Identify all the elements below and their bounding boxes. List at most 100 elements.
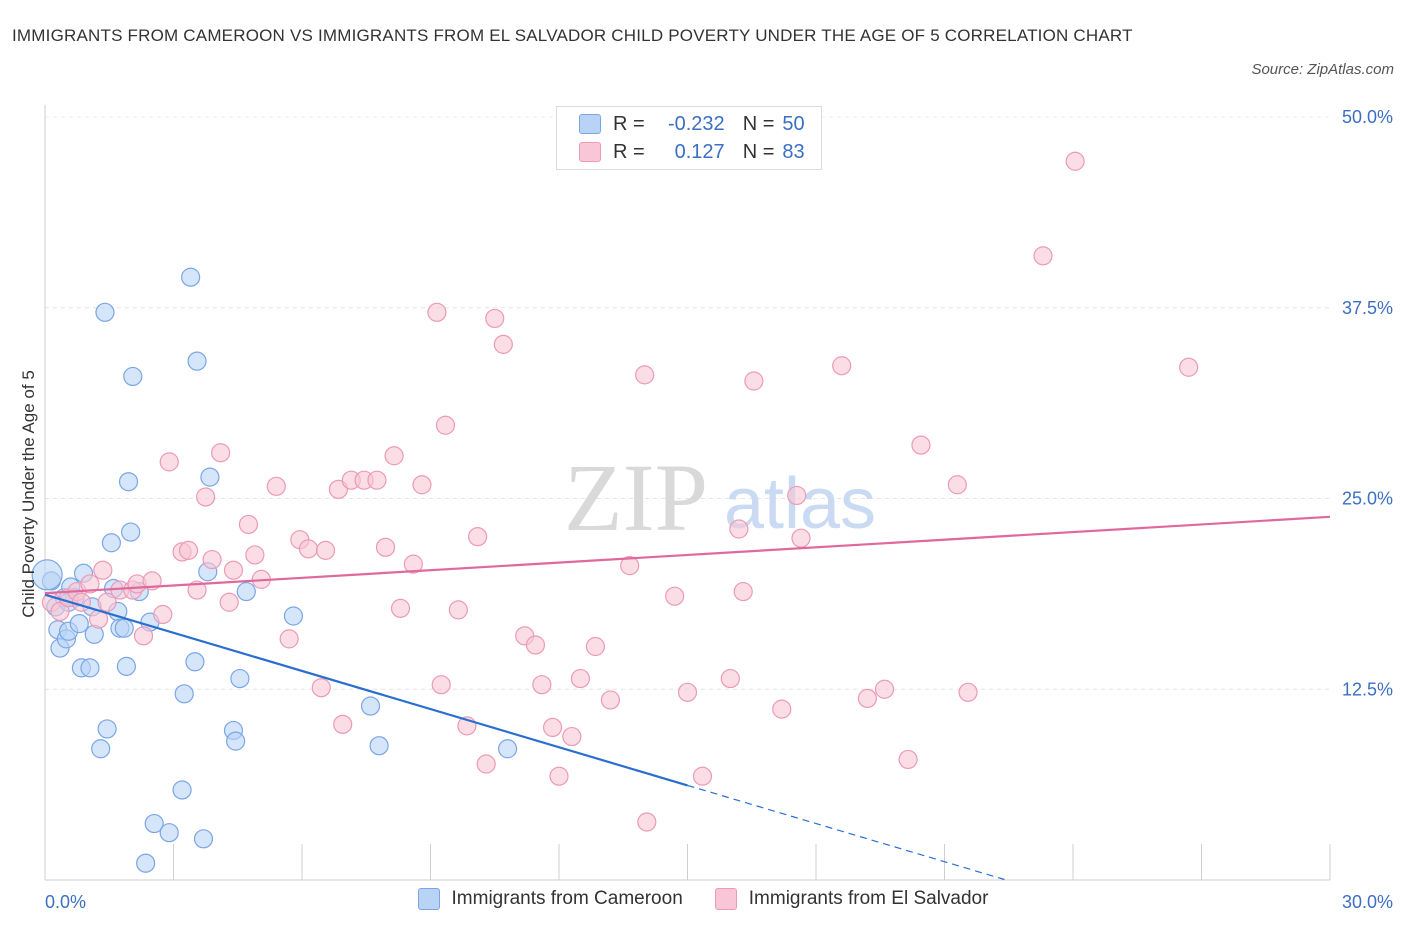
legend-label-el-salvador: Immigrants from El Salvador xyxy=(748,888,989,909)
point-cameroon xyxy=(118,472,139,492)
point-cameroon xyxy=(116,656,136,676)
x-tick-label: 30.0% xyxy=(1342,892,1393,912)
point-el-salvador xyxy=(384,446,404,466)
point-el-salvador xyxy=(692,766,713,786)
el-salvador-swatch xyxy=(579,142,601,162)
n-value-el-salvador: 83 xyxy=(782,140,805,163)
point-cameroon xyxy=(144,813,164,834)
point-el-salvador xyxy=(665,586,685,606)
legend-item-cameroon[interactable]: Immigrants from Cameroon xyxy=(417,888,683,910)
point-el-salvador xyxy=(476,754,496,774)
point-el-salvador xyxy=(947,475,967,495)
point-cameroon xyxy=(283,606,304,626)
point-el-salvador xyxy=(635,365,655,385)
point-el-salvador xyxy=(525,635,546,655)
point-el-salvador xyxy=(187,580,207,600)
point-cameroon xyxy=(187,351,207,371)
point-cameroon xyxy=(498,739,518,759)
point-el-salvador xyxy=(549,766,569,786)
point-el-salvador xyxy=(637,812,657,832)
cameroon-swatch xyxy=(579,114,601,134)
point-el-salvador xyxy=(958,682,978,702)
point-el-salvador xyxy=(159,452,179,472)
x-tick-label: 0.0% xyxy=(45,892,86,912)
legend-item-el-salvador[interactable]: Immigrants from El Salvador xyxy=(714,888,989,910)
point-el-salvador xyxy=(1179,357,1199,377)
point-cameroon xyxy=(159,823,179,843)
point-el-salvador xyxy=(133,626,154,646)
r-value-cameroon: -0.232 xyxy=(667,112,725,135)
trend-lines xyxy=(44,515,1331,881)
series-legend: Immigrants from Cameroon Immigrants from… xyxy=(0,888,1406,910)
point-el-salvador xyxy=(238,514,259,535)
point-el-salvador xyxy=(1033,246,1053,266)
point-el-salvador xyxy=(772,699,792,719)
point-cameroon xyxy=(31,559,63,591)
point-el-salvador xyxy=(485,308,505,329)
point-el-salvador xyxy=(367,470,387,490)
point-cameroon xyxy=(80,658,100,678)
point-el-salvador xyxy=(97,592,117,612)
point-el-salvador xyxy=(71,592,92,612)
n-value-cameroon: 50 xyxy=(782,112,805,135)
point-el-salvador xyxy=(390,598,411,618)
chart-title: IMMIGRANTS FROM CAMEROON VS IMMIGRANTS F… xyxy=(12,26,1133,45)
point-el-salvador xyxy=(570,668,591,689)
point-el-salvador xyxy=(427,302,447,322)
point-el-salvador xyxy=(744,371,764,391)
r-value-el-salvador: 0.127 xyxy=(674,140,725,163)
point-el-salvador xyxy=(223,560,244,580)
point-el-salvador xyxy=(211,443,231,463)
point-el-salvador xyxy=(196,487,216,507)
point-el-salvador xyxy=(153,604,173,625)
point-el-salvador xyxy=(403,554,423,574)
tick-labels: 12.5% 25.0% 37.5% 50.0% 0.0% 30.0% xyxy=(45,107,1393,912)
point-el-salvador xyxy=(729,519,749,539)
point-el-salvador xyxy=(311,678,331,698)
r-label: R = xyxy=(613,112,645,135)
point-cameroon xyxy=(97,719,117,739)
point-cameroon xyxy=(226,731,246,751)
point-el-salvador xyxy=(266,476,286,496)
point-el-salvador xyxy=(50,601,70,622)
trend-line-cameroon xyxy=(44,593,688,787)
trend-extension-cameroon xyxy=(687,784,1005,881)
y-tick-label: 12.5% xyxy=(1342,679,1393,699)
point-el-salvador xyxy=(80,574,100,594)
stats-legend: R = -0.232 N = 50 R = 0.127 N = 83 xyxy=(556,106,822,170)
trend-line-el-salvador xyxy=(44,515,1331,595)
point-el-salvador xyxy=(375,537,396,557)
point-el-salvador xyxy=(468,527,488,547)
point-cameroon xyxy=(114,618,134,638)
point-cameroon xyxy=(172,780,192,800)
point-cameroon xyxy=(95,302,115,322)
point-el-salvador xyxy=(1065,151,1085,171)
point-el-salvador xyxy=(832,356,852,376)
point-cameroon xyxy=(123,366,143,387)
point-el-salvador xyxy=(857,688,878,709)
point-el-salvador xyxy=(93,560,113,580)
point-cameroon xyxy=(69,614,89,634)
point-el-salvador xyxy=(245,545,265,565)
point-cameroon xyxy=(185,652,205,672)
point-el-salvador xyxy=(202,549,222,570)
y-tick-label: 25.0% xyxy=(1342,489,1393,509)
point-cameroon xyxy=(181,267,201,287)
point-cameroon xyxy=(230,668,250,689)
point-el-salvador xyxy=(898,749,918,770)
point-cameroon xyxy=(174,684,194,704)
cameroon-swatch xyxy=(417,888,440,910)
point-el-salvador xyxy=(315,540,336,560)
y-tick-label: 50.0% xyxy=(1342,107,1393,127)
point-el-salvador xyxy=(493,334,513,354)
point-el-salvador xyxy=(333,714,353,734)
legend-label-cameroon: Immigrants from Cameroon xyxy=(451,888,683,909)
n-label: N = xyxy=(742,140,775,163)
point-el-salvador xyxy=(448,600,468,620)
legend-row-cameroon: R = -0.232 N = 50 xyxy=(579,112,805,136)
point-el-salvador xyxy=(279,629,299,649)
point-el-salvador xyxy=(412,475,432,495)
point-el-salvador xyxy=(791,528,811,548)
point-cameroon xyxy=(236,581,256,602)
point-cameroon xyxy=(193,829,214,849)
